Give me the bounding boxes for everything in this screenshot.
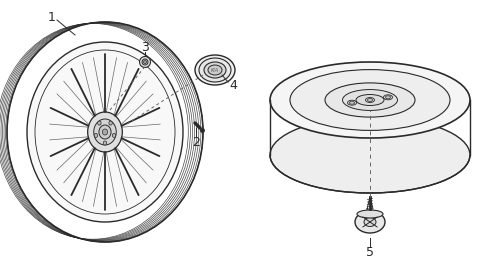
Ellipse shape [195,55,235,85]
Ellipse shape [325,83,415,117]
Ellipse shape [103,141,107,145]
Text: 2: 2 [192,136,200,148]
Ellipse shape [94,133,97,137]
Ellipse shape [27,42,183,222]
Text: 1: 1 [48,11,56,24]
Ellipse shape [204,62,226,78]
Text: 4: 4 [229,78,237,92]
Ellipse shape [349,101,355,104]
Ellipse shape [357,210,383,218]
Ellipse shape [208,65,222,75]
Text: 5: 5 [366,246,374,258]
Ellipse shape [99,125,111,139]
Ellipse shape [270,117,470,193]
Circle shape [144,60,146,64]
Ellipse shape [102,129,108,135]
Ellipse shape [356,95,384,106]
Ellipse shape [199,58,231,82]
Ellipse shape [97,121,101,125]
Ellipse shape [270,62,470,138]
Text: 3: 3 [141,41,149,53]
Ellipse shape [290,70,450,130]
Ellipse shape [385,96,391,99]
Ellipse shape [364,218,376,227]
Text: KIA: KIA [211,67,219,73]
Ellipse shape [348,100,357,105]
Ellipse shape [343,90,397,110]
Circle shape [142,59,148,65]
Ellipse shape [88,112,122,152]
Ellipse shape [368,99,372,102]
Ellipse shape [112,133,116,137]
Ellipse shape [94,119,116,145]
Ellipse shape [355,211,385,233]
Ellipse shape [365,97,374,102]
Circle shape [140,57,151,67]
Ellipse shape [384,95,393,100]
Ellipse shape [109,121,112,125]
